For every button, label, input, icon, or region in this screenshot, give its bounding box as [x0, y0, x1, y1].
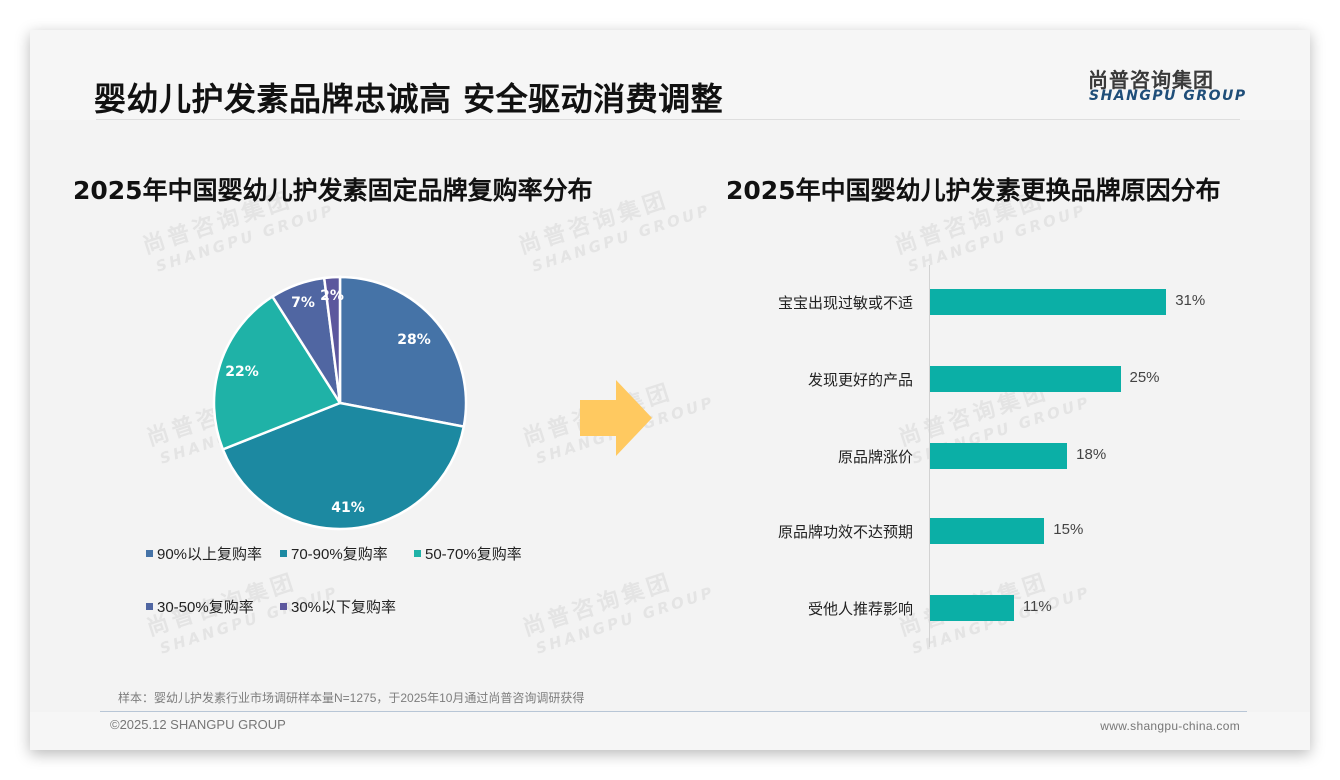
- bar-value: 25%: [1129, 369, 1160, 386]
- bar-row: 原品牌涨价 18%: [30, 442, 1310, 470]
- bar: [930, 289, 1167, 315]
- bar: [930, 595, 1014, 621]
- legend-swatch: [280, 550, 287, 557]
- legend-item: 50-70%复购率: [414, 543, 522, 564]
- pie-label: 2%: [320, 288, 344, 304]
- pie-label: 41%: [331, 500, 365, 516]
- pie-label: 22%: [225, 364, 259, 380]
- bar: [930, 443, 1068, 469]
- pie-chart-title: 2025年中国婴幼儿护发素固定品牌复购率分布: [73, 176, 593, 205]
- bar: [930, 518, 1045, 544]
- legend-swatch: [146, 603, 153, 610]
- slide: 尚普咨询集团 SHANGPU GROUP 尚普咨询集团 SHANGPU GROUP …: [30, 30, 1310, 750]
- bar-label: 原品牌涨价: [837, 449, 913, 466]
- bar-value: 15%: [1053, 521, 1084, 538]
- legend-label: 30%以下复购率: [291, 599, 397, 616]
- copyright: ©2025.12 SHANGPU GROUP: [110, 717, 286, 732]
- bar-label: 宝宝出现过敏或不适: [777, 295, 913, 312]
- logo-chinese: 尚普咨询集团: [1088, 68, 1214, 92]
- website-link[interactable]: www.shangpu-china.com: [1100, 719, 1240, 733]
- legend-swatch: [146, 550, 153, 557]
- legend-label: 50-70%复购率: [425, 546, 522, 563]
- pie-slice: [221, 401, 466, 531]
- bar-chart-title: 2025年中国婴幼儿护发素更换品牌原因分布: [726, 176, 1221, 205]
- pie-chart: 28% 41% 22% 7% 2%: [212, 275, 468, 531]
- bar: [930, 366, 1121, 392]
- header-divider: [96, 119, 1240, 120]
- bar-row: 宝宝出现过敏或不适 31%: [30, 288, 1310, 316]
- legend-swatch: [414, 550, 421, 557]
- legend-label: 30-50%复购率: [157, 599, 254, 616]
- bar-value: 11%: [1022, 598, 1052, 615]
- footer-divider: [100, 711, 1247, 712]
- pie-label: 7%: [291, 295, 315, 311]
- legend-item: 30-50%复购率: [146, 596, 254, 617]
- legend-swatch: [280, 603, 287, 610]
- sample-note: 样本：婴幼儿护发素行业市场调研样本量N=1275，于2025年10月通过尚普咨询…: [118, 691, 585, 705]
- logo-english: SHANGPU GROUP: [1089, 88, 1247, 104]
- pie-slice: [212, 294, 342, 452]
- legend-item: 90%以上复购率: [146, 543, 262, 564]
- pie-slice: [322, 275, 342, 404]
- pie-label: 28%: [397, 332, 431, 348]
- pie-slice: [338, 275, 468, 429]
- footer-band: [30, 712, 1310, 750]
- header-band: [30, 30, 1310, 120]
- legend-label: 90%以上复购率: [157, 546, 263, 563]
- bar-value: 31%: [1175, 292, 1206, 309]
- legend-label: 70-90%复购率: [291, 546, 388, 563]
- page-title: 婴幼儿护发素品牌忠诚高 安全驱动消费调整: [94, 80, 724, 118]
- bar-label: 原品牌功效不达预期: [777, 524, 913, 541]
- legend-item: 30%以下复购率: [280, 596, 396, 617]
- arrow-right-icon: [580, 380, 652, 456]
- bar-row: 发现更好的产品 25%: [30, 365, 1310, 393]
- bar-row: 受他人推荐影响 11%: [30, 594, 1310, 622]
- bar-label: 发现更好的产品: [807, 372, 913, 389]
- bar-value: 18%: [1076, 446, 1107, 463]
- pie-chart-svg: [212, 275, 468, 531]
- bar-row: 原品牌功效不达预期 15%: [30, 517, 1310, 545]
- bar-label: 受他人推荐影响: [807, 601, 913, 618]
- bar-chart-axis: [929, 265, 930, 647]
- legend-item: 70-90%复购率: [280, 543, 388, 564]
